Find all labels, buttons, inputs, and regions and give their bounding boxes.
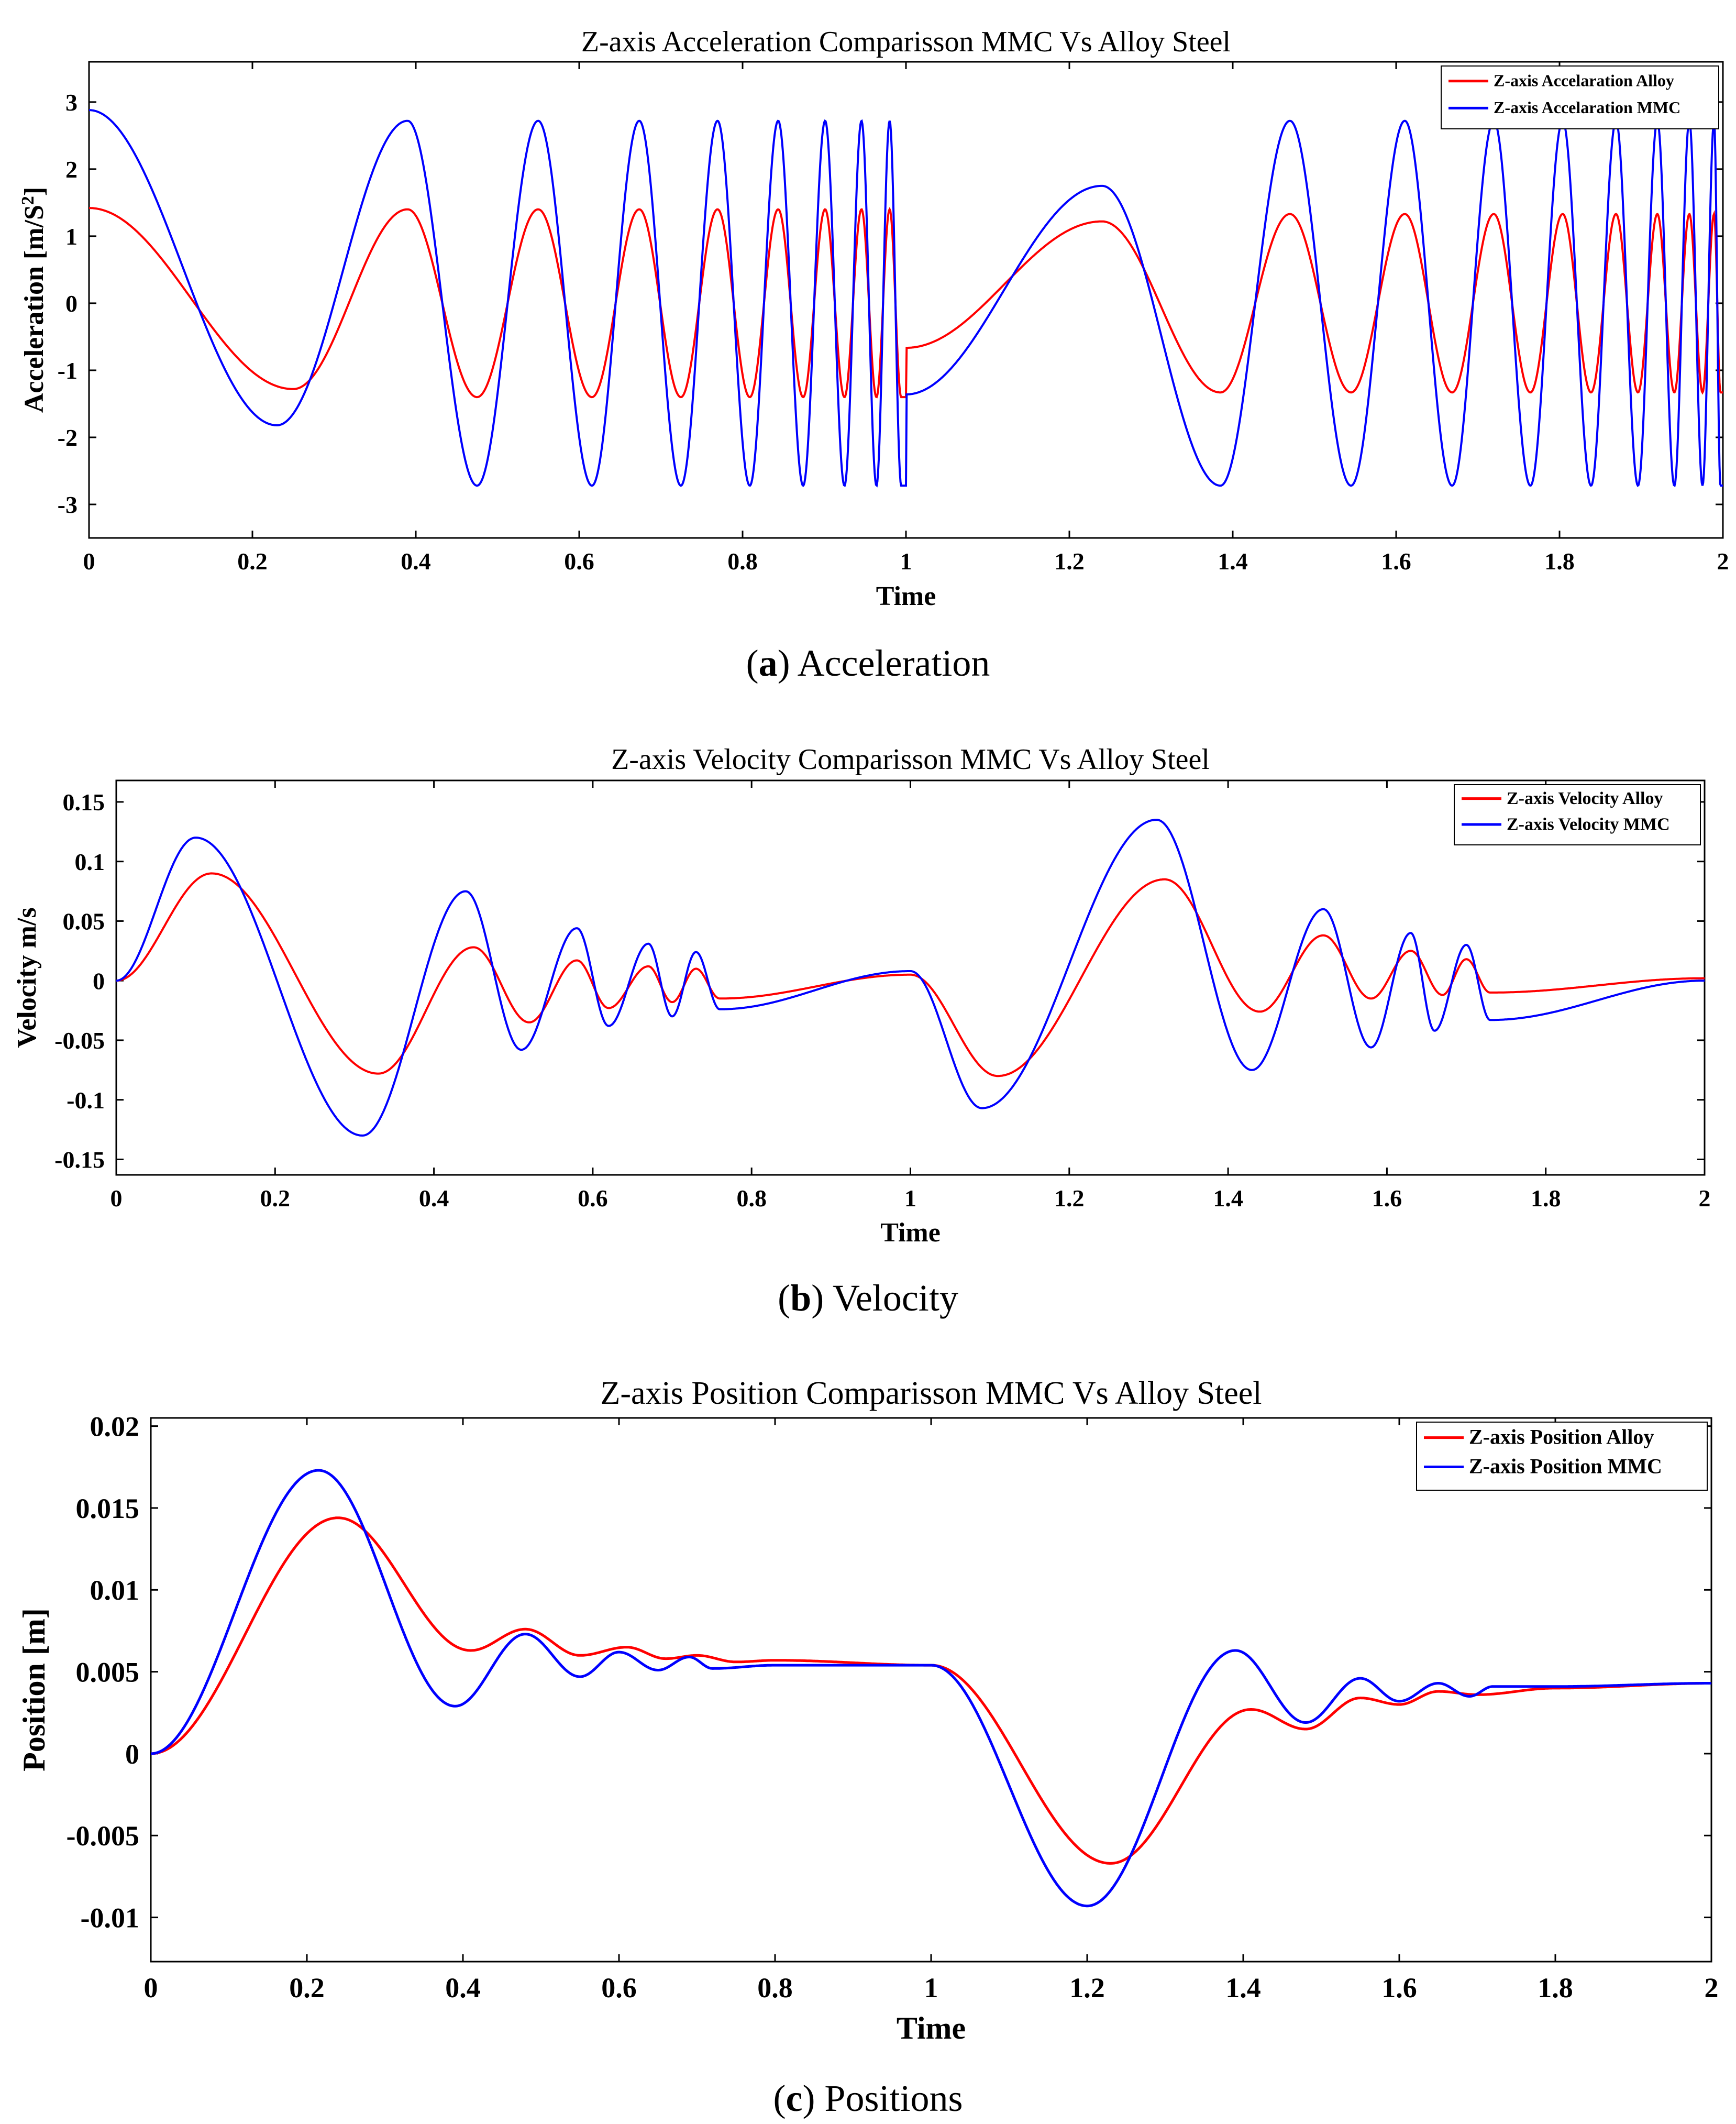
x-tick-label: 0.6 <box>601 1972 637 2004</box>
x-tick-label: 1.8 <box>1531 1185 1561 1212</box>
x-tick-label: 1.2 <box>1054 1185 1085 1212</box>
y-tick-label: -0.05 <box>54 1027 105 1054</box>
x-tick-label: 0.4 <box>445 1972 481 2004</box>
series-line-mmc <box>116 819 1705 1137</box>
y-tick-label: -2 <box>58 424 78 451</box>
chart-title: Z-axis Acceleration Comparisson MMC Vs A… <box>581 26 1231 58</box>
x-tick-label: 1.2 <box>1069 1972 1105 2004</box>
caption-velocity: (b) Velocity <box>778 1277 958 1319</box>
y-axis-label: Velocity m/s <box>12 907 42 1048</box>
x-tick-label: 1.6 <box>1381 1972 1417 2004</box>
x-tick-label: 0.8 <box>757 1972 793 2004</box>
legend-label: Z-axis Accelaration MMC <box>1494 98 1680 117</box>
x-tick-label: 1 <box>900 548 912 575</box>
y-tick-label: 0.1 <box>75 849 105 875</box>
legend-label: Z-axis Position MMC <box>1469 1455 1662 1478</box>
y-tick-label: 0.15 <box>63 789 105 816</box>
x-tick-label: 2 <box>1705 1972 1719 2004</box>
legend-label: Z-axis Position Alloy <box>1469 1425 1654 1449</box>
legend-box <box>1441 65 1719 129</box>
x-tick-label: 0 <box>144 1972 158 2004</box>
x-tick-label: 1.2 <box>1054 548 1085 575</box>
y-tick-label: -0.15 <box>54 1147 105 1173</box>
y-tick-label: 2 <box>65 156 78 183</box>
y-tick-label: 0.015 <box>76 1493 140 1524</box>
y-tick-label: -3 <box>58 491 78 518</box>
chart-title: Z-axis Velocity Comparisson MMC Vs Alloy… <box>611 743 1210 776</box>
y-axis-label-end: ] <box>19 187 49 196</box>
legend-label: Z-axis Velocity MMC <box>1507 815 1670 834</box>
series-line-alloy <box>116 872 1705 1077</box>
legend-box <box>1454 784 1701 845</box>
y-tick-label: -0.01 <box>81 1902 139 1933</box>
legend-label: Z-axis Velocity Alloy <box>1507 789 1663 808</box>
plot-area <box>150 1417 1712 1963</box>
y-tick-label: 1 <box>65 223 78 250</box>
x-tick-label: 0.2 <box>260 1185 291 1212</box>
acceleration-chart: Z-axis Acceleration Comparisson MMC Vs A… <box>18 26 1729 611</box>
x-tick-label: 0.8 <box>727 548 758 575</box>
y-tick-label: 0.02 <box>90 1411 140 1443</box>
position-chart: Z-axis Position Comparisson MMC Vs Alloy… <box>17 1375 1719 2045</box>
y-tick-label: 0 <box>65 290 78 317</box>
x-tick-label: 0.6 <box>578 1185 608 1212</box>
x-tick-label: 2 <box>1717 548 1729 575</box>
x-tick-label: 1 <box>924 1972 938 2004</box>
x-tick-label: 1.4 <box>1213 1185 1243 1212</box>
x-tick-label: 0 <box>83 548 95 575</box>
x-tick-label: 2 <box>1699 1185 1711 1212</box>
legend-label: Z-axis Accelaration Alloy <box>1494 71 1674 90</box>
y-tick-label: -0.1 <box>67 1087 105 1114</box>
x-axis-label: Time <box>897 2011 966 2045</box>
x-tick-label: 0.8 <box>736 1185 767 1212</box>
y-tick-label: 0 <box>93 967 105 994</box>
y-tick-label: 0.01 <box>90 1575 140 1606</box>
x-tick-label: 0 <box>110 1185 123 1212</box>
plot-area <box>115 779 1706 1176</box>
x-tick-label: 0.2 <box>289 1972 325 2004</box>
y-tick-label: 0 <box>125 1738 139 1770</box>
chart-title: Z-axis Position Comparisson MMC Vs Alloy… <box>600 1375 1262 1411</box>
y-axis-label: Acceleration [m/S2] <box>18 187 50 413</box>
x-tick-label: 1.4 <box>1218 548 1248 575</box>
x-tick-label: 1.6 <box>1372 1185 1402 1212</box>
caption-position: (c) Positions <box>773 2077 963 2119</box>
caption-acceleration: (a) Acceleration <box>746 642 990 684</box>
series-line-mmc <box>151 1469 1711 1908</box>
x-tick-label: 0.2 <box>237 548 268 575</box>
y-tick-label: -0.005 <box>67 1820 139 1852</box>
y-tick-label: 0.005 <box>76 1657 140 1688</box>
y-axis-label-sup: 2 <box>18 196 38 205</box>
y-tick-label: 3 <box>65 89 78 116</box>
y-tick-label: 0.05 <box>63 908 105 935</box>
x-tick-label: 0.4 <box>401 548 431 575</box>
x-axis-label: Time <box>876 581 936 611</box>
x-tick-label: 0.6 <box>564 548 594 575</box>
x-tick-label: 1 <box>904 1185 916 1212</box>
x-axis-label: Time <box>880 1218 941 1248</box>
y-axis-label: Position [m] <box>17 1608 51 1771</box>
legend-box <box>1416 1422 1708 1491</box>
x-tick-label: 1.8 <box>1538 1972 1573 2004</box>
x-tick-label: 0.4 <box>419 1185 449 1212</box>
series-line-mmc <box>89 109 1723 488</box>
y-tick-label: -1 <box>58 357 78 384</box>
x-tick-label: 1.6 <box>1381 548 1411 575</box>
x-tick-label: 1.8 <box>1544 548 1575 575</box>
velocity-chart: Z-axis Velocity Comparisson MMC Vs Alloy… <box>12 743 1711 1248</box>
x-tick-label: 1.4 <box>1225 1972 1261 2004</box>
